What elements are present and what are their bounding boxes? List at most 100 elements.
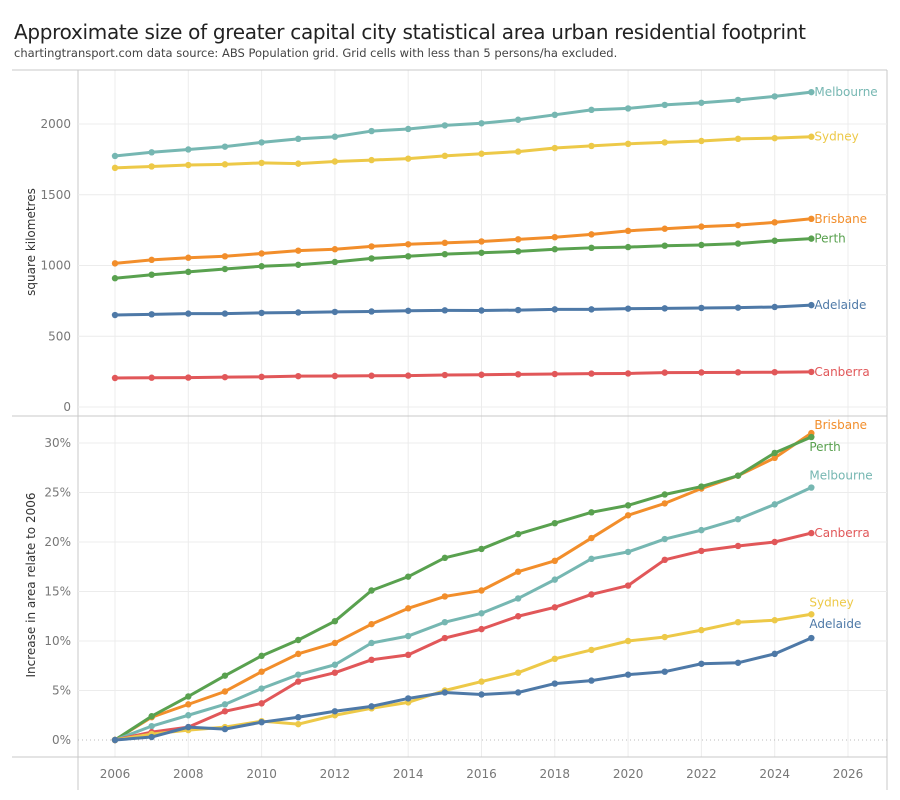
- data-point-melbourne: [441, 122, 449, 129]
- series-line-brisbane: [114, 431, 813, 742]
- chart-frame: 2006 2008 2010 2012 2014 2016 2018 2020 2022 2024…: [12, 69, 888, 790]
- data-point-adelaide: [405, 695, 412, 702]
- data-point-adelaide: [478, 691, 485, 698]
- data-point-brisbane: [111, 260, 119, 267]
- data-point-canberra: [148, 374, 155, 381]
- data-point-canberra: [295, 372, 302, 380]
- data-point-brisbane: [368, 243, 375, 250]
- series-line-canberra: [114, 531, 812, 742]
- data-point-perth: [295, 261, 302, 268]
- data-point-melbourne: [148, 149, 155, 156]
- data-point-perth: [405, 573, 412, 580]
- chart-title: Approximate size of greater capital city…: [14, 20, 806, 44]
- data-point-brisbane: [331, 639, 339, 647]
- x-tick-label: 2018: [540, 767, 571, 781]
- data-point-perth: [661, 242, 668, 249]
- data-point-canberra: [441, 634, 449, 642]
- data-point-perth: [771, 237, 778, 244]
- data-point-adelaide: [295, 714, 302, 721]
- data-point-sydney: [661, 139, 668, 146]
- data-point-canberra: [221, 708, 229, 715]
- data-point-canberra: [661, 556, 668, 564]
- data-point-adelaide: [771, 650, 778, 658]
- data-point-sydney: [771, 134, 778, 142]
- data-point-canberra: [478, 371, 485, 378]
- series-label-sydney: Sydney: [814, 130, 858, 144]
- data-point-brisbane: [698, 223, 705, 230]
- y-tick-label: 15%: [44, 585, 71, 599]
- data-point-canberra: [258, 700, 265, 707]
- data-point-adelaide: [111, 736, 119, 744]
- data-point-sydney: [624, 140, 632, 148]
- data-point-canberra: [514, 371, 522, 378]
- data-point-adelaide: [514, 689, 522, 696]
- y-tick-label: 1000: [40, 259, 71, 273]
- top-y-axis-label: square kilometres: [24, 188, 38, 296]
- data-point-adelaide: [221, 310, 229, 317]
- data-point-perth: [405, 253, 412, 260]
- data-point-adelaide: [148, 733, 155, 741]
- data-point-adelaide: [551, 680, 558, 687]
- series-label-brisbane: Brisbane: [814, 418, 867, 432]
- y-tick-label: 500: [48, 329, 71, 343]
- data-point-sydney: [111, 164, 119, 172]
- data-point-melbourne: [295, 671, 302, 678]
- data-point-canberra: [331, 669, 339, 676]
- data-point-brisbane: [624, 512, 632, 519]
- data-point-perth: [514, 248, 522, 255]
- data-point-melbourne: [295, 135, 302, 143]
- data-point-perth: [771, 449, 778, 457]
- data-point-melbourne: [331, 661, 339, 668]
- data-point-melbourne: [478, 610, 485, 617]
- data-point-sydney: [771, 617, 778, 624]
- data-point-sydney: [478, 678, 485, 685]
- data-point-perth: [441, 250, 449, 258]
- series-line-adelaide: [114, 303, 812, 317]
- data-point-melbourne: [771, 93, 778, 100]
- data-point-adelaide: [698, 660, 705, 667]
- series-line-melbourne: [114, 486, 812, 742]
- data-point-adelaide: [148, 311, 155, 318]
- data-point-sydney: [624, 637, 632, 645]
- data-point-adelaide: [588, 677, 595, 684]
- data-point-perth: [661, 491, 668, 498]
- x-tick-label: 2012: [320, 767, 351, 781]
- data-point-sydney: [588, 142, 595, 150]
- series-label-canberra: Canberra: [814, 365, 869, 379]
- y-tick-label: 10%: [44, 634, 71, 648]
- y-tick-label: 2000: [40, 117, 71, 131]
- data-point-canberra: [185, 374, 192, 381]
- data-point-canberra: [331, 372, 339, 380]
- x-tick-label: 2022: [686, 767, 717, 781]
- data-point-sydney: [698, 626, 705, 634]
- data-point-perth: [111, 275, 119, 282]
- data-point-perth: [185, 693, 192, 700]
- x-tick-label: 2008: [173, 767, 204, 781]
- y-tick-label: 5%: [52, 684, 71, 698]
- data-point-perth: [588, 244, 595, 252]
- data-point-perth: [185, 268, 192, 276]
- y-tick-label: 20%: [44, 535, 71, 549]
- data-point-brisbane: [221, 688, 229, 695]
- data-point-canberra: [258, 373, 265, 381]
- data-point-canberra: [624, 370, 632, 377]
- data-point-perth: [258, 652, 265, 660]
- x-tick-label: 2016: [466, 767, 497, 781]
- data-point-melbourne: [698, 526, 705, 534]
- data-point-adelaide: [295, 309, 302, 316]
- x-tick-label: 2024: [759, 767, 790, 781]
- data-point-canberra: [771, 368, 778, 376]
- data-point-brisbane: [478, 238, 485, 245]
- data-point-brisbane: [771, 454, 778, 462]
- data-point-sydney: [368, 156, 375, 164]
- data-point-adelaide: [111, 311, 119, 319]
- data-point-canberra: [368, 372, 375, 379]
- data-point-perth: [624, 243, 632, 251]
- series-line-perth: [114, 237, 812, 280]
- data-point-melbourne: [405, 125, 412, 133]
- x-tick-label: 2026: [833, 767, 864, 781]
- data-point-canberra: [588, 370, 595, 377]
- series-label-melbourne: Melbourne: [809, 469, 872, 483]
- data-point-melbourne: [111, 152, 119, 160]
- data-point-perth: [734, 472, 742, 479]
